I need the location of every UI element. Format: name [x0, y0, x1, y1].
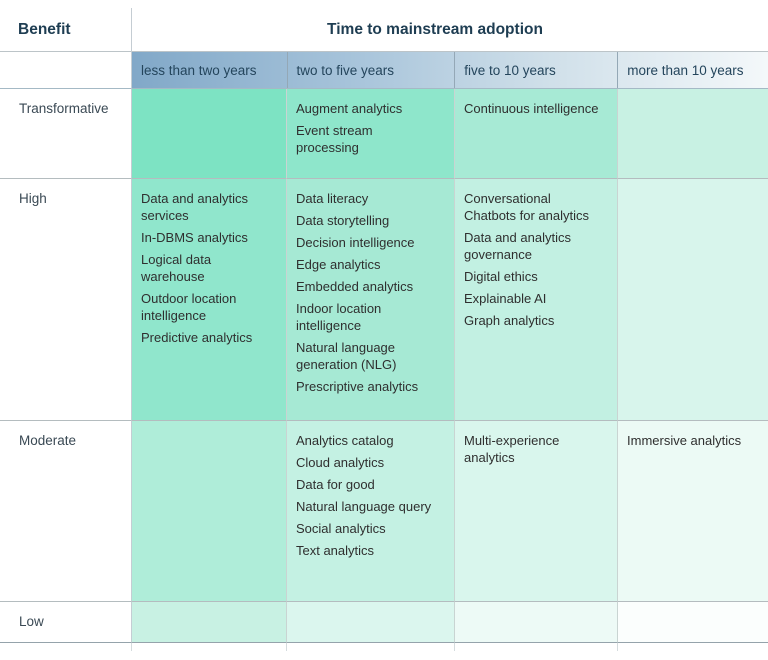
- tech-item: Conversational Chatbots for analytics: [464, 191, 590, 223]
- row-label-transformative: Transformative: [0, 89, 132, 179]
- matrix-cell-high-col3: Conversational Chatbots for analytics Dat…: [455, 179, 618, 421]
- tech-item: Augment analytics: [296, 101, 403, 116]
- matrix-cell-transformative-col1: [132, 89, 287, 179]
- tech-item: Natural language generation (NLG): [296, 340, 397, 372]
- tech-item: Outdoor location intelligence: [141, 291, 237, 323]
- tech-item: Text analytics: [296, 543, 375, 558]
- bottom-line-stub: [618, 643, 768, 651]
- bottom-line-stub: [132, 643, 287, 651]
- matrix-cell-low-col3: [455, 602, 618, 643]
- tech-item: Data for good: [296, 477, 375, 492]
- tech-item: Immersive analytics: [627, 433, 742, 448]
- tech-item: Indoor location intelligence: [296, 301, 382, 333]
- tech-item: Prescriptive analytics: [296, 379, 419, 394]
- column-header-band: less than two years two to five years fi…: [132, 52, 768, 89]
- matrix-cell-high-col1: Data and analytics services In-DBMS analy…: [132, 179, 287, 421]
- tech-item: In-DBMS analytics: [141, 230, 248, 245]
- tech-item: Data and analytics services: [141, 191, 248, 223]
- benefit-column-divider: [131, 8, 132, 52]
- matrix-cell-low-col1: [132, 602, 287, 643]
- column-header-more-than-10-years: more than 10 years: [627, 62, 744, 78]
- tech-item: Logical data warehouse: [141, 252, 212, 284]
- matrix-cell-moderate-col3: Multi-experience analytics: [455, 421, 618, 602]
- matrix-cell-moderate-col2: Analytics catalog Cloud analytics Data for…: [287, 421, 455, 602]
- matrix-title: Time to mainstream adoption: [132, 0, 768, 52]
- matrix-cell-high-col4: [618, 179, 768, 421]
- bottom-line-stub: [0, 643, 132, 651]
- matrix-cell-high-col2: Data literacy Data storytelling Decision i…: [287, 179, 455, 421]
- matrix-cell-low-col4: [618, 602, 768, 643]
- tech-item: Social analytics: [296, 521, 386, 536]
- tech-item: Multi-experience analytics: [464, 433, 560, 465]
- tech-item: Event stream processing: [296, 123, 373, 155]
- row-label-low: Low: [0, 602, 132, 643]
- tech-item: Data storytelling: [296, 213, 390, 228]
- tech-item: Embedded analytics: [296, 279, 414, 294]
- column-header-two-to-five-years: two to five years: [288, 52, 456, 88]
- bottom-line-stub: [287, 643, 455, 651]
- matrix-cell-moderate-col1: [132, 421, 287, 602]
- matrix-cell-transformative-col3: Continuous intelligence: [455, 89, 618, 179]
- matrix-cell-transformative-col4: [618, 89, 768, 179]
- bottom-line-stub: [455, 643, 618, 651]
- tech-item: Digital ethics: [464, 269, 538, 284]
- tech-item: Decision intelligence: [296, 235, 415, 250]
- column-header-less-than-two-years: less than two years: [132, 52, 288, 88]
- benefit-axis-label: Benefit: [0, 0, 132, 52]
- tech-item: Graph analytics: [464, 313, 555, 328]
- tech-item: Data and analytics governance: [464, 230, 571, 262]
- tech-item: Predictive analytics: [141, 330, 253, 345]
- tech-item: Natural language query: [296, 499, 432, 514]
- header-band-spacer: [0, 52, 132, 89]
- tech-item: Edge analytics: [296, 257, 381, 272]
- row-label-moderate: Moderate: [0, 421, 132, 602]
- tech-item: Explainable AI: [464, 291, 547, 306]
- column-header-five-to-10-years: five to 10 years: [455, 52, 619, 88]
- tech-item: Cloud analytics: [296, 455, 385, 470]
- tech-item: Data literacy: [296, 191, 369, 206]
- matrix-cell-moderate-col4: Immersive analytics: [618, 421, 768, 602]
- row-label-high: High: [0, 179, 132, 421]
- matrix-cell-low-col2: [287, 602, 455, 643]
- tech-item: Analytics catalog: [296, 433, 394, 448]
- matrix-cell-transformative-col2: Augment analytics Event stream processing: [287, 89, 455, 179]
- tech-item: Continuous intelligence: [464, 101, 599, 116]
